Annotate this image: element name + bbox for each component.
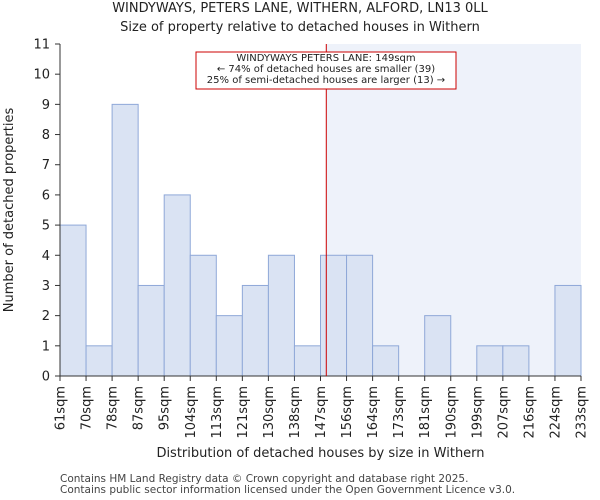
annotation-line-2: ← 74% of detached houses are smaller (39… [217,64,435,75]
x-tick-label: 156sqm [340,386,355,439]
x-tick-label: 173sqm [392,386,407,439]
bar-156sqm [346,254,374,377]
bar-199sqm [476,345,504,377]
x-tick-label: 207sqm [496,386,511,439]
bar-138sqm [293,345,322,377]
bar-224sqm [554,284,582,377]
x-tick-label: 130sqm [262,386,277,439]
x-tick-label: 233sqm [575,386,590,439]
y-tick-label: 8 [42,128,50,143]
x-tick-label: 121sqm [236,386,251,439]
y-tick-label: 6 [42,188,50,203]
bar-78sqm [111,103,139,377]
chart-title-line2: Size of property relative to detached ho… [120,20,480,35]
x-tick-label: 199sqm [470,386,485,439]
y-tick-label: 7 [42,158,50,173]
bar-113sqm [215,315,243,377]
annotation-box [195,51,457,90]
x-tick-label: 224sqm [548,386,563,439]
x-tick-label: 216sqm [522,386,537,439]
bar-207sqm [502,345,530,377]
y-tick-label: 10 [33,68,50,83]
x-tick-label: 147sqm [314,386,329,439]
x-tick-label: 113sqm [210,386,225,439]
x-tick-label: 138sqm [288,386,303,439]
x-tick-label: 164sqm [366,386,381,439]
x-tick-label: 181sqm [418,386,433,439]
bar-87sqm [137,284,165,377]
y-tick-label: 3 [42,279,50,294]
x-tick-label: 70sqm [80,386,95,430]
x-axis-label: Distribution of detached houses by size … [156,446,484,461]
y-tick-label: 2 [42,309,50,324]
chart-title-line1: WINDYWAYS, PETERS LANE, WITHERN, ALFORD,… [112,1,488,16]
y-axis-label: Number of detached properties [2,108,17,313]
x-tick-label: 190sqm [444,386,459,439]
bar-104sqm [189,254,217,377]
annotation-line-3: 25% of semi-detached houses are larger (… [207,75,445,86]
bar-164sqm [372,345,400,377]
footer-licence: Contains public sector information licen… [60,484,516,496]
y-tick-label: 9 [42,98,50,113]
x-tick-label: 61sqm [54,386,69,430]
y-tick-label: 0 [42,370,50,385]
bar-121sqm [241,284,269,377]
annotation-line-1: WINDYWAYS PETERS LANE: 149sqm [236,53,415,64]
bar-130sqm [267,254,295,377]
bar-181sqm [424,315,452,377]
y-tick-label: 4 [42,249,50,264]
y-tick-label: 5 [42,219,50,234]
bar-147sqm [320,254,348,377]
x-tick-label: 78sqm [106,386,121,430]
x-tick-label: 87sqm [132,386,147,430]
x-tick-label: 95sqm [158,386,173,430]
y-tick-label: 1 [42,339,50,354]
footer-copyright: Contains HM Land Registry data © Crown c… [60,473,469,485]
y-tick-label: 11 [33,38,50,53]
bar-95sqm [163,194,191,377]
bar-70sqm [85,345,113,377]
bar-61sqm [59,224,87,377]
x-tick-label: 104sqm [184,386,199,439]
